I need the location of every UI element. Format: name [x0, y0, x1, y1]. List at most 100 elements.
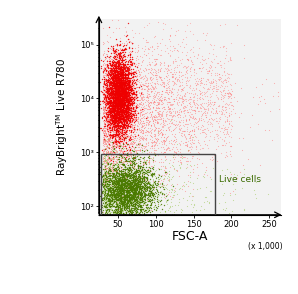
Point	[123, 190, 128, 194]
Point	[107, 192, 112, 197]
Point	[117, 93, 122, 97]
Point	[143, 200, 148, 205]
Point	[120, 168, 125, 173]
Point	[134, 109, 139, 114]
Point	[216, 118, 221, 123]
Point	[121, 68, 126, 72]
Point	[131, 193, 135, 198]
Point	[118, 202, 122, 207]
Point	[156, 132, 161, 137]
Point	[109, 96, 114, 101]
Point	[114, 87, 118, 91]
Point	[169, 103, 174, 108]
Point	[139, 205, 144, 209]
Point	[106, 106, 111, 111]
Point	[118, 98, 123, 103]
Point	[102, 192, 107, 197]
Point	[110, 88, 115, 93]
Point	[137, 169, 142, 174]
Point	[136, 192, 141, 197]
Point	[113, 84, 118, 88]
Point	[117, 196, 122, 201]
Point	[112, 173, 117, 177]
Point	[127, 51, 132, 56]
Point	[112, 94, 117, 99]
Point	[118, 114, 122, 118]
Point	[132, 90, 137, 95]
Point	[111, 107, 116, 112]
Point	[114, 81, 119, 86]
Point	[125, 201, 130, 206]
Point	[117, 160, 122, 165]
Point	[131, 77, 136, 82]
Point	[113, 96, 118, 101]
Point	[119, 116, 124, 121]
Point	[170, 59, 175, 64]
Point	[137, 197, 142, 202]
Point	[119, 183, 124, 188]
Point	[120, 76, 125, 80]
Point	[124, 105, 129, 110]
Point	[193, 71, 198, 76]
Point	[116, 212, 120, 216]
Point	[191, 67, 196, 72]
Point	[156, 180, 160, 185]
Point	[223, 105, 228, 109]
Point	[111, 66, 116, 70]
Point	[192, 122, 196, 127]
Point	[105, 159, 110, 163]
Point	[125, 200, 130, 205]
Point	[192, 109, 197, 114]
Point	[104, 114, 109, 119]
Point	[100, 83, 105, 88]
Point	[201, 127, 206, 132]
Point	[123, 99, 128, 104]
Point	[115, 120, 120, 125]
Point	[107, 73, 112, 77]
Point	[145, 85, 149, 90]
Point	[113, 131, 118, 136]
Point	[113, 104, 118, 109]
Point	[127, 209, 132, 214]
Point	[122, 203, 127, 207]
Point	[192, 68, 196, 73]
Point	[132, 196, 136, 200]
Point	[124, 79, 129, 83]
Point	[117, 95, 122, 100]
Point	[125, 173, 130, 178]
Point	[169, 72, 174, 77]
Point	[112, 50, 117, 55]
Point	[100, 74, 105, 78]
Point	[202, 90, 207, 95]
Point	[143, 169, 148, 173]
Point	[116, 91, 120, 96]
Point	[110, 108, 115, 113]
Point	[147, 105, 152, 110]
Point	[112, 104, 117, 109]
Point	[114, 195, 119, 200]
Point	[184, 79, 189, 84]
Point	[101, 138, 106, 143]
Point	[116, 165, 121, 169]
Point	[101, 147, 105, 152]
Point	[107, 113, 112, 117]
Point	[128, 176, 133, 181]
Point	[111, 128, 116, 132]
Point	[123, 203, 128, 208]
Point	[127, 89, 131, 94]
Point	[217, 123, 222, 128]
Point	[112, 108, 117, 113]
Point	[152, 174, 157, 178]
Point	[122, 118, 127, 123]
Point	[140, 178, 145, 183]
Point	[177, 96, 182, 101]
Point	[166, 64, 171, 68]
Point	[109, 148, 114, 153]
Point	[144, 143, 148, 148]
Point	[113, 176, 118, 181]
Point	[102, 114, 106, 119]
Point	[174, 97, 179, 101]
Point	[129, 98, 134, 103]
Point	[127, 193, 131, 198]
Point	[102, 203, 106, 207]
